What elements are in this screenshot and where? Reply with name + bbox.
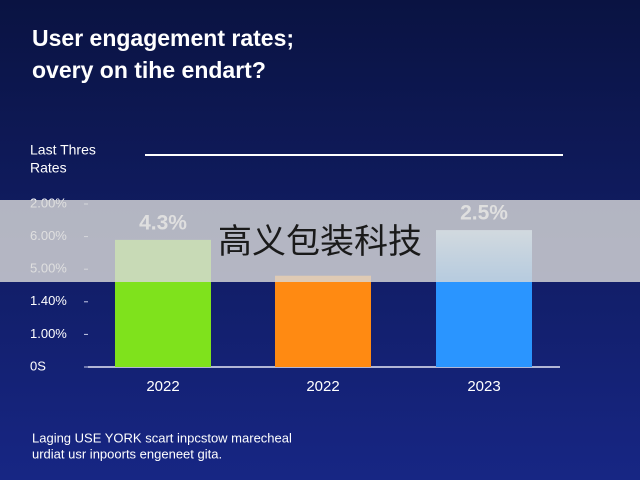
watermark: 高义包装科技: [218, 223, 422, 261]
x-tick-label: 2023: [467, 378, 500, 395]
chart-title: User engagement rates;: [32, 25, 294, 51]
x-tick-label: 2022: [306, 378, 339, 395]
x-tick-label: 2022: [146, 378, 179, 395]
watermark-band: [0, 200, 640, 282]
legend-label: Rates: [30, 160, 67, 176]
footer-text: Laging USE YORK scart inpcstow marecheal: [32, 430, 292, 445]
bar: [275, 275, 371, 367]
y-tick-label: 0S: [30, 358, 46, 373]
footer-text: urdiat usr inpoorts engeneet gita.: [32, 446, 222, 461]
chart-title: overy on tihe endart?: [32, 57, 266, 83]
y-tick-label: 1.00%: [30, 326, 67, 341]
y-tick-label: 1.40%: [30, 293, 67, 308]
legend-label: Last Thres: [30, 142, 96, 158]
